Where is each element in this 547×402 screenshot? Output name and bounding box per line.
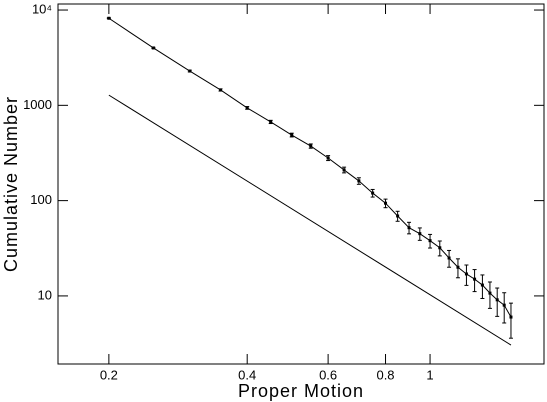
data-point (502, 303, 506, 307)
data-point (447, 256, 451, 260)
y-tick-label: 100 (30, 192, 52, 207)
data-point (326, 156, 330, 160)
data-point (342, 168, 346, 172)
y-axis-label: Cumulative Number (1, 96, 21, 272)
data-point (396, 214, 400, 218)
data-point (473, 277, 477, 281)
data-line (108, 17, 512, 318)
data-point (309, 144, 313, 148)
data-point (371, 191, 375, 195)
data-point (456, 265, 460, 269)
data-point (428, 239, 432, 243)
data-point (407, 226, 411, 230)
data-point (438, 246, 442, 250)
data-point (384, 201, 388, 205)
data-point (245, 106, 249, 110)
data-point (464, 272, 468, 276)
x-tick-label: 0.6 (319, 367, 337, 382)
data-point (357, 179, 361, 183)
x-tick-label: 0.4 (238, 367, 256, 382)
x-tick-label: 0.2 (100, 367, 118, 382)
data-line (108, 94, 512, 346)
y-tick-label: 10 (38, 287, 52, 302)
x-tick-label: 1 (426, 367, 433, 382)
data-point (107, 16, 111, 20)
x-tick-label: 0.8 (376, 367, 394, 382)
data-point (290, 133, 294, 137)
y-tick-label: 1000 (23, 97, 52, 112)
x-axis-label: Proper Motion (238, 381, 364, 401)
data-point (418, 232, 422, 236)
y-tick-label: 10⁴ (32, 1, 52, 16)
plot-frame (57, 3, 545, 365)
data-point (488, 291, 492, 295)
data-point (151, 46, 155, 50)
data-point (269, 120, 273, 124)
data-point (188, 69, 192, 73)
data-point (509, 315, 513, 319)
data-point (480, 283, 484, 287)
data-point (495, 298, 499, 302)
data-point (219, 88, 223, 92)
